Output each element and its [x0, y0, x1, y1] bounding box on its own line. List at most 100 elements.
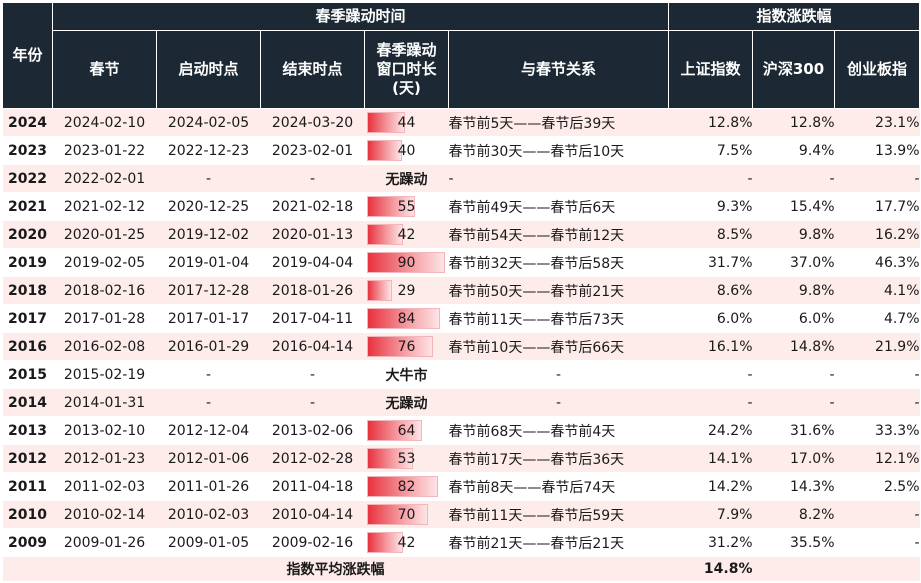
header-spring-festival: 春节: [52, 30, 157, 109]
header-start: 启动时点: [156, 30, 261, 109]
cyb-cell: 46.3%: [834, 248, 920, 277]
year-cell: 2021: [2, 192, 53, 221]
footer-label: 指数平均涨跌幅: [2, 556, 669, 581]
duration-bar: [366, 196, 415, 217]
table-row: 2009 2009-01-26 2009-01-05 2009-02-16 42 春节前2…: [2, 528, 920, 557]
relation-cell: 春节前30天——春节后10天: [448, 136, 669, 165]
duration-value: 53: [397, 450, 416, 467]
festival-cell: 2020-01-25: [52, 220, 157, 249]
end-cell: 2012-02-28: [260, 444, 365, 473]
relation-cell: 春节前50天——春节前21天: [448, 276, 669, 305]
duration-cell: 40: [364, 136, 449, 165]
end-cell: 2011-04-18: [260, 472, 365, 501]
footer-hs300: [752, 556, 835, 581]
sh-cell: 16.1%: [668, 332, 753, 361]
table-row: 2019 2019-02-05 2019-01-04 2019-04-04 90 春节前3…: [2, 248, 920, 277]
relation-cell: 春节前21天——春节后21天: [448, 528, 669, 557]
start-cell: 2020-12-25: [156, 192, 261, 221]
table-row: 2016 2016-02-08 2016-01-29 2016-04-14 76 春节前1…: [2, 332, 920, 361]
hs300-cell: 15.4%: [752, 192, 835, 221]
duration-bar: [366, 112, 405, 133]
sh-cell: 9.3%: [668, 192, 753, 221]
header-duration-line3: (天): [392, 79, 421, 97]
table-row: 2017 2017-01-28 2017-01-17 2017-04-11 84 春节前1…: [2, 304, 920, 333]
relation-cell: 春节前8天——春节后74天: [448, 472, 669, 501]
sh-cell: 7.5%: [668, 136, 753, 165]
duration-cell: 55: [364, 192, 449, 221]
relation-cell: 春节前68天——春节前4天: [448, 416, 669, 445]
sh-cell: -: [668, 388, 753, 417]
duration-bar: [366, 448, 413, 469]
duration-value: 76: [397, 338, 416, 355]
cyb-cell: -: [834, 500, 920, 529]
header-duration-line2: 窗口时长: [376, 60, 437, 78]
relation-cell: -: [448, 388, 669, 417]
duration-cell: 70: [364, 500, 449, 529]
duration-value: 29: [397, 282, 416, 299]
sh-cell: 14.2%: [668, 472, 753, 501]
table-row: 2018 2018-02-16 2017-12-28 2018-01-26 29 春节前5…: [2, 276, 920, 305]
hs300-cell: 17.0%: [752, 444, 835, 473]
start-cell: 2017-01-17: [156, 304, 261, 333]
end-cell: 2024-03-20: [260, 108, 365, 137]
duration-cell: 无躁动: [364, 388, 449, 417]
festival-cell: 2015-02-19: [52, 360, 157, 389]
start-cell: 2012-01-06: [156, 444, 261, 473]
end-cell: 2023-02-01: [260, 136, 365, 165]
end-cell: -: [260, 164, 365, 193]
year-cell: 2009: [2, 528, 53, 557]
festival-cell: 2023-01-22: [52, 136, 157, 165]
start-cell: -: [156, 388, 261, 417]
year-cell: 2013: [2, 416, 53, 445]
duration-value: 42: [397, 226, 416, 243]
end-cell: 2017-04-11: [260, 304, 365, 333]
end-cell: 2009-02-16: [260, 528, 365, 557]
table-body: 2024 2024-02-10 2024-02-05 2024-03-20 44 春节前5…: [2, 108, 920, 557]
festival-cell: 2022-02-01: [52, 164, 157, 193]
sh-cell: 7.9%: [668, 500, 753, 529]
duration-value: 82: [397, 478, 416, 495]
hs300-cell: 31.6%: [752, 416, 835, 445]
end-cell: -: [260, 388, 365, 417]
duration-bar: [366, 420, 422, 441]
duration-value: 44: [397, 114, 416, 131]
festival-cell: 2024-02-10: [52, 108, 157, 137]
start-cell: 2019-01-04: [156, 248, 261, 277]
duration-cell: 大牛市: [364, 360, 449, 389]
cyb-cell: 23.1%: [834, 108, 920, 137]
start-cell: -: [156, 164, 261, 193]
duration-cell: 42: [364, 528, 449, 557]
relation-cell: 春节前54天——春节前12天: [448, 220, 669, 249]
sh-cell: -: [668, 164, 753, 193]
duration-cell: 29: [364, 276, 449, 305]
duration-value: 84: [397, 310, 416, 327]
year-cell: 2015: [2, 360, 53, 389]
duration-cell: 44: [364, 108, 449, 137]
duration-cell: 64: [364, 416, 449, 445]
duration-cell: 84: [364, 304, 449, 333]
year-cell: 2010: [2, 500, 53, 529]
start-cell: 2011-01-26: [156, 472, 261, 501]
year-cell: 2014: [2, 388, 53, 417]
relation-cell: 春节前32天——春节后58天: [448, 248, 669, 277]
duration-cell: 42: [364, 220, 449, 249]
start-cell: 2009-01-05: [156, 528, 261, 557]
sh-cell: 8.6%: [668, 276, 753, 305]
table-footer: 指数平均涨跌幅 14.8%: [2, 556, 920, 581]
end-cell: 2019-04-04: [260, 248, 365, 277]
relation-cell: 春节前11天——春节后73天: [448, 304, 669, 333]
hs300-cell: 9.8%: [752, 220, 835, 249]
cyb-cell: -: [834, 388, 920, 417]
table-row: 2022 2022-02-01- - 无躁动 - - - -: [2, 164, 920, 193]
end-cell: 2016-04-14: [260, 332, 365, 361]
cyb-cell: 12.1%: [834, 444, 920, 473]
year-cell: 2016: [2, 332, 53, 361]
table-row: 2014 2014-01-31- - 无躁动 - - - -: [2, 388, 920, 417]
duration-bar: [366, 252, 445, 273]
cyb-cell: 17.7%: [834, 192, 920, 221]
sh-cell: 12.8%: [668, 108, 753, 137]
duration-value: 70: [397, 506, 416, 523]
table-row: 2023 2023-01-22 2022-12-23 2023-02-01 40 春节前3…: [2, 136, 920, 165]
hs300-cell: 8.2%: [752, 500, 835, 529]
